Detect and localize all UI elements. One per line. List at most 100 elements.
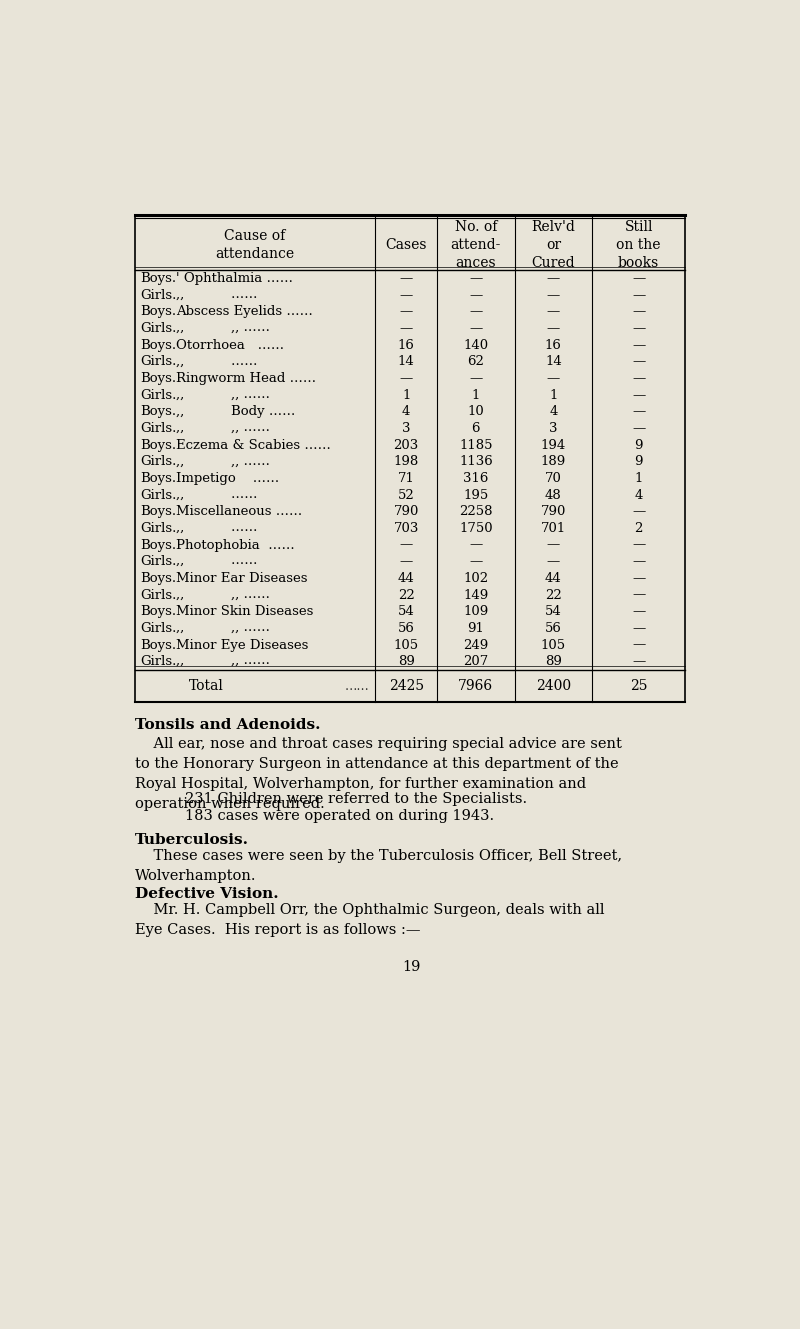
Text: ,,           ,, ……: ,, ,, …… xyxy=(176,389,270,401)
Text: Photophobia  ……: Photophobia …… xyxy=(176,538,294,552)
Text: Impetigo    ……: Impetigo …… xyxy=(176,472,279,485)
Text: —: — xyxy=(470,538,482,552)
Text: —: — xyxy=(470,556,482,569)
Text: —: — xyxy=(399,322,413,335)
Text: Total: Total xyxy=(189,679,224,694)
Text: ,,           ……: ,, …… xyxy=(176,288,258,302)
Text: 48: 48 xyxy=(545,489,562,501)
Text: Girls.: Girls. xyxy=(140,489,177,501)
Text: 4: 4 xyxy=(634,489,643,501)
Text: 70: 70 xyxy=(545,472,562,485)
Text: 89: 89 xyxy=(398,655,414,668)
Text: Cause of
attendance: Cause of attendance xyxy=(215,229,294,262)
Text: Girls.: Girls. xyxy=(140,589,177,602)
Text: ,,           ,, ……: ,, ,, …… xyxy=(176,322,270,335)
Text: 189: 189 xyxy=(541,456,566,468)
Text: 790: 790 xyxy=(394,505,419,518)
Text: —: — xyxy=(632,372,646,385)
Text: —: — xyxy=(632,505,646,518)
Text: 4: 4 xyxy=(402,405,410,419)
Text: 3: 3 xyxy=(549,423,558,435)
Text: All ear, nose and throat cases requiring special advice are sent
to the Honorary: All ear, nose and throat cases requiring… xyxy=(135,738,622,811)
Text: 703: 703 xyxy=(394,522,419,536)
Text: —: — xyxy=(632,556,646,569)
Text: 16: 16 xyxy=(545,339,562,352)
Text: Girls.: Girls. xyxy=(140,556,177,569)
Text: 1136: 1136 xyxy=(459,456,493,468)
Text: —: — xyxy=(470,288,482,302)
Text: —: — xyxy=(470,322,482,335)
Text: 140: 140 xyxy=(463,339,489,352)
Text: 149: 149 xyxy=(463,589,489,602)
Text: Tuberculosis.: Tuberculosis. xyxy=(135,833,249,847)
Text: Still
on the
books: Still on the books xyxy=(616,219,661,270)
Text: Eczema & Scabies ……: Eczema & Scabies …… xyxy=(176,439,331,452)
Text: —: — xyxy=(632,589,646,602)
Text: —: — xyxy=(399,538,413,552)
Text: ,,           ……: ,, …… xyxy=(176,556,258,569)
Text: 22: 22 xyxy=(398,589,414,602)
Text: —: — xyxy=(632,306,646,319)
Text: 89: 89 xyxy=(545,655,562,668)
Text: 2: 2 xyxy=(634,522,643,536)
Text: ……: …… xyxy=(345,679,370,692)
Text: —: — xyxy=(470,272,482,286)
Text: —: — xyxy=(632,622,646,635)
Text: 102: 102 xyxy=(463,571,489,585)
Text: 1: 1 xyxy=(472,389,480,401)
Text: 7966: 7966 xyxy=(458,679,494,694)
Text: —: — xyxy=(632,605,646,618)
Text: 105: 105 xyxy=(394,638,418,651)
Text: —: — xyxy=(546,538,560,552)
Text: —: — xyxy=(632,355,646,368)
Text: ,,           ,, ……: ,, ,, …… xyxy=(176,456,270,468)
Text: 25: 25 xyxy=(630,679,647,694)
Text: ,,           ……: ,, …… xyxy=(176,522,258,536)
Text: —: — xyxy=(546,306,560,319)
Text: —: — xyxy=(399,272,413,286)
Text: —: — xyxy=(546,288,560,302)
Text: 1750: 1750 xyxy=(459,522,493,536)
Text: 9: 9 xyxy=(634,439,643,452)
Text: Tonsils and Adenoids.: Tonsils and Adenoids. xyxy=(135,718,320,732)
Text: 2425: 2425 xyxy=(389,679,424,694)
Text: —: — xyxy=(632,339,646,352)
Text: —: — xyxy=(546,322,560,335)
Text: Boys.: Boys. xyxy=(140,472,177,485)
Text: —: — xyxy=(632,405,646,419)
Text: 1: 1 xyxy=(549,389,558,401)
Text: 231 Children were referred to the Specialists.: 231 Children were referred to the Specia… xyxy=(186,792,527,807)
Text: 203: 203 xyxy=(394,439,418,452)
Text: Girls.: Girls. xyxy=(140,288,177,302)
Text: Cases: Cases xyxy=(386,238,427,253)
Text: 1185: 1185 xyxy=(459,439,493,452)
Text: 3: 3 xyxy=(402,423,410,435)
Text: 71: 71 xyxy=(398,472,414,485)
Text: Girls.: Girls. xyxy=(140,389,177,401)
Text: 198: 198 xyxy=(394,456,418,468)
Text: —: — xyxy=(632,389,646,401)
Text: Boys.: Boys. xyxy=(140,505,177,518)
Text: Boys.: Boys. xyxy=(140,372,177,385)
Text: Girls.: Girls. xyxy=(140,456,177,468)
Text: Minor Eye Diseases: Minor Eye Diseases xyxy=(176,638,308,651)
Text: Boys.: Boys. xyxy=(140,405,177,419)
Text: —: — xyxy=(470,372,482,385)
Text: —: — xyxy=(470,306,482,319)
Text: Girls.: Girls. xyxy=(140,522,177,536)
Text: 316: 316 xyxy=(463,472,489,485)
Text: Miscellaneous ……: Miscellaneous …… xyxy=(176,505,302,518)
Text: Boys.: Boys. xyxy=(140,538,177,552)
Text: 207: 207 xyxy=(463,655,489,668)
Text: 183 cases were operated on during 1943.: 183 cases were operated on during 1943. xyxy=(186,809,494,824)
Text: 22: 22 xyxy=(545,589,562,602)
Text: —: — xyxy=(399,288,413,302)
Text: 16: 16 xyxy=(398,339,414,352)
Text: ,,           ……: ,, …… xyxy=(176,355,258,368)
Text: 14: 14 xyxy=(398,355,414,368)
Text: Otorrhoea   ……: Otorrhoea …… xyxy=(176,339,284,352)
Text: Boys.: Boys. xyxy=(140,638,177,651)
Text: ,,           ,, ……: ,, ,, …… xyxy=(176,622,270,635)
Text: —: — xyxy=(632,423,646,435)
Text: ,,           ,, ……: ,, ,, …… xyxy=(176,589,270,602)
